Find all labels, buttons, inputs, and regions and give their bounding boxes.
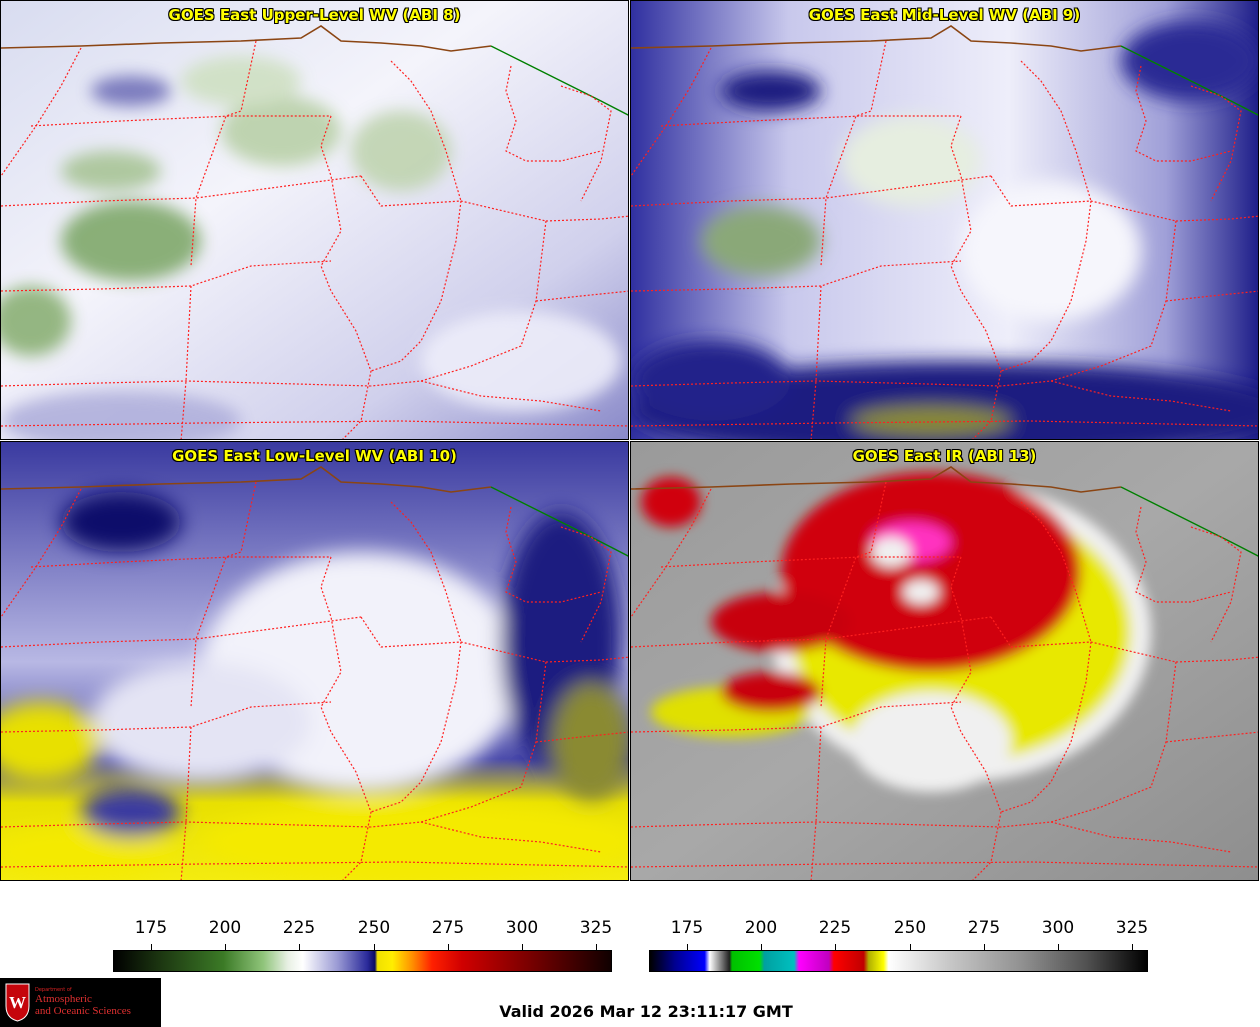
- colorbar-tick: [299, 944, 300, 950]
- low-level-wv-image: [1, 442, 628, 880]
- panel-title: GOES East Mid-Level WV (ABI 9): [808, 6, 1081, 24]
- colorbar-tick: [522, 944, 523, 950]
- colorbar-tick: [1058, 944, 1059, 950]
- valid-time: Valid 2026 Mar 12 23:11:17 GMT: [499, 1002, 793, 1021]
- colorbar-tick-label: 250: [357, 918, 391, 938]
- mid-level-wv-image: [631, 1, 1258, 439]
- colorbar-tick-label: 225: [818, 918, 852, 938]
- colorbar-tick: [761, 944, 762, 950]
- colorbar-tick: [984, 944, 985, 950]
- colorbar-tick-label: 300: [505, 918, 539, 938]
- aos-logo: W Department of Atmospheric and Oceanic …: [0, 978, 161, 1027]
- colorbar-tick-label: 275: [967, 918, 1001, 938]
- wv-colorbar: [113, 950, 612, 972]
- colorbar-tick: [1132, 944, 1133, 950]
- ir-image: [631, 442, 1258, 880]
- colorbar-tick-label: 225: [282, 918, 316, 938]
- panel-title: GOES East Upper-Level WV (ABI 8): [168, 6, 461, 24]
- panel-title: GOES East Low-Level WV (ABI 10): [172, 447, 457, 465]
- colorbar-tick-label: 200: [208, 918, 242, 938]
- colorbar-tick-label: 250: [893, 918, 927, 938]
- colorbar-tick-label: 275: [431, 918, 465, 938]
- colorbar-tick: [151, 944, 152, 950]
- colorbar-tick: [596, 944, 597, 950]
- colorbar-tick: [374, 944, 375, 950]
- colorbar-tick-label: 325: [579, 918, 613, 938]
- panel-title: GOES East IR (ABI 13): [852, 447, 1037, 465]
- upper-level-wv-image: [1, 1, 628, 439]
- colorbar-tick: [687, 944, 688, 950]
- colorbar-tick: [448, 944, 449, 950]
- colorbar-tick-label: 300: [1041, 918, 1075, 938]
- colorbar-tick: [910, 944, 911, 950]
- colorbar-tick-label: 200: [744, 918, 778, 938]
- logo-department: Department of: [35, 987, 72, 993]
- logo-line1: Atmospheric: [35, 993, 92, 1005]
- colorbar-tick-label: 175: [134, 918, 168, 938]
- uw-crest-icon: W: [5, 983, 30, 1022]
- panel-mid-level-wv: GOES East Mid-Level WV (ABI 9): [630, 0, 1259, 440]
- panel-upper-level-wv: GOES East Upper-Level WV (ABI 8): [0, 0, 629, 440]
- ir-colorbar: [649, 950, 1148, 972]
- panel-low-level-wv: GOES East Low-Level WV (ABI 10): [0, 441, 629, 881]
- colorbar-tick: [225, 944, 226, 950]
- logo-line2: and Oceanic Sciences: [35, 1005, 131, 1017]
- panel-ir: GOES East IR (ABI 13): [630, 441, 1259, 881]
- colorbar-tick-label: 325: [1115, 918, 1149, 938]
- colorbar-tick-label: 175: [670, 918, 704, 938]
- crest-letter: W: [9, 993, 26, 1012]
- colorbar-tick: [835, 944, 836, 950]
